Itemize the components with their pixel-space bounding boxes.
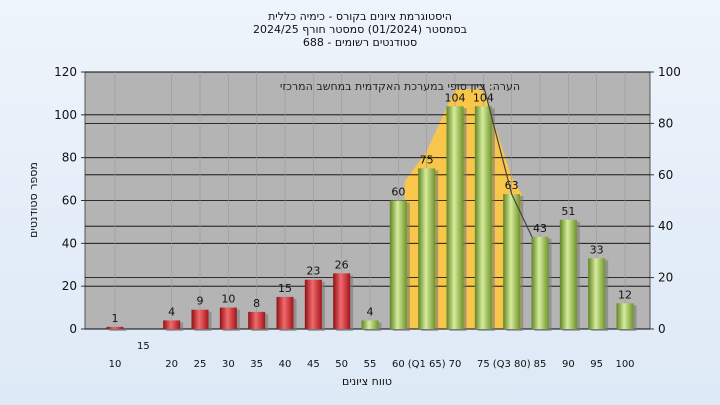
bar-value-label: 26: [335, 258, 349, 271]
bar-series: 1 4 9 10 8 15 23 26 4 60 75 104 104 63 43 51 33 12: [106, 91, 637, 332]
bar-30: [219, 307, 237, 329]
y2-tick-label: 0: [658, 322, 666, 336]
bar-value-label: 60: [391, 186, 405, 199]
x-tick-label: 90: [562, 359, 575, 370]
bar-value-label: 104: [445, 91, 466, 104]
x-tick-label: 60: [392, 359, 405, 370]
bar-90: [559, 219, 577, 329]
bar-35: [248, 311, 266, 329]
x-tick-label: 50: [335, 359, 348, 370]
bar-value-label: 1: [112, 312, 119, 325]
x-tick-label: 75: [477, 359, 490, 370]
title-line-2: בסמסטר (01/2024) סמסטר חורף 2024/25: [253, 23, 467, 36]
bar-10: [106, 326, 124, 329]
x-tick-label: 70: [449, 359, 462, 370]
bar-70: [446, 106, 464, 330]
bar-value-label: 12: [618, 288, 632, 301]
y2-tick-label: 40: [658, 219, 673, 233]
x-tick-label: 30: [222, 359, 235, 370]
y-tick-label: 120: [54, 65, 77, 79]
distribution-curve: [455, 84, 533, 238]
x-tick-label: 100: [615, 359, 634, 370]
x-axis-label: טווח ציונים: [342, 375, 392, 388]
bar-value-label: 4: [367, 305, 374, 318]
bar-95: [588, 258, 606, 329]
bar-value-label: 43: [533, 222, 547, 235]
bar-65: [418, 168, 436, 329]
bar-80: [503, 194, 521, 329]
bar-value-label: 8: [253, 297, 260, 310]
x-tick-label: 35: [250, 359, 263, 370]
bar-value-label: 15: [278, 282, 292, 295]
bar-85: [531, 236, 549, 329]
bar-45: [304, 279, 322, 329]
y-axis-left: 0 20 40 60 80 100 120: [54, 65, 85, 336]
y-axis-label: מספר סטודנטים: [27, 162, 40, 238]
y-axis-right: 0 20 40 60 80 100: [650, 65, 681, 336]
y2-tick-label: 80: [658, 116, 673, 130]
x-tick-label: 85: [534, 359, 547, 370]
bar-50: [333, 273, 351, 329]
x-axis: 10 20 25 30 35 40 45 50 55 60 (Q1 65) 70 75 (Q3 80) 85…: [109, 341, 635, 370]
y-tick-label: 100: [54, 108, 77, 122]
y-tick-label: 40: [62, 236, 77, 250]
bar-55: [361, 320, 379, 329]
y2-tick-label: 20: [658, 271, 673, 285]
x-tick-label: 20: [165, 359, 178, 370]
bar-value-label: 63: [505, 179, 519, 192]
y-tick-label: 0: [69, 322, 77, 336]
x-tick-label: 45: [307, 359, 320, 370]
title-line-3: סטודנטים רשומים - 688: [303, 36, 417, 49]
y-tick-label: 80: [62, 151, 77, 165]
bar-value-label: 104: [473, 91, 494, 104]
x-tick-label: 25: [194, 359, 207, 370]
bar-20: [163, 320, 181, 329]
x-tick-label: (Q1 65): [408, 359, 446, 370]
bar-value-label: 4: [168, 305, 175, 318]
bar-value-label: 23: [306, 265, 320, 278]
bar-value-label: 33: [590, 243, 604, 256]
bar-shadow: [109, 328, 127, 331]
x-tick-label: 95: [590, 359, 603, 370]
y2-tick-label: 100: [658, 65, 681, 79]
bar-value-label: 51: [561, 205, 575, 218]
bar-75: [474, 106, 492, 330]
x-tick-label: 40: [279, 359, 292, 370]
x-tick-label: 55: [364, 359, 377, 370]
y-tick-label: 60: [62, 194, 77, 208]
bar-100: [616, 303, 634, 329]
x-tick-label: (Q3 80): [493, 359, 531, 370]
bar-40: [276, 296, 294, 329]
chart-title: היסטוגרמת ציונים בקורס - כימיה כללית בסמ…: [253, 10, 467, 49]
bar-25: [191, 309, 209, 329]
x-tick-label-upper: 15: [137, 341, 150, 352]
x-tick-label: 10: [109, 359, 122, 370]
y-tick-label: 20: [62, 279, 77, 293]
chart-annotation: הערה: ציון סופי במערכת האקדמית במחשב המר…: [280, 80, 520, 93]
y2-tick-label: 60: [658, 168, 673, 182]
bar-value-label: 75: [420, 153, 434, 166]
bar-value-label: 9: [197, 295, 204, 308]
title-line-1: היסטוגרמת ציונים בקורס - כימיה כללית: [268, 10, 452, 23]
bar-value-label: 10: [221, 293, 235, 306]
bar-60: [389, 200, 407, 329]
